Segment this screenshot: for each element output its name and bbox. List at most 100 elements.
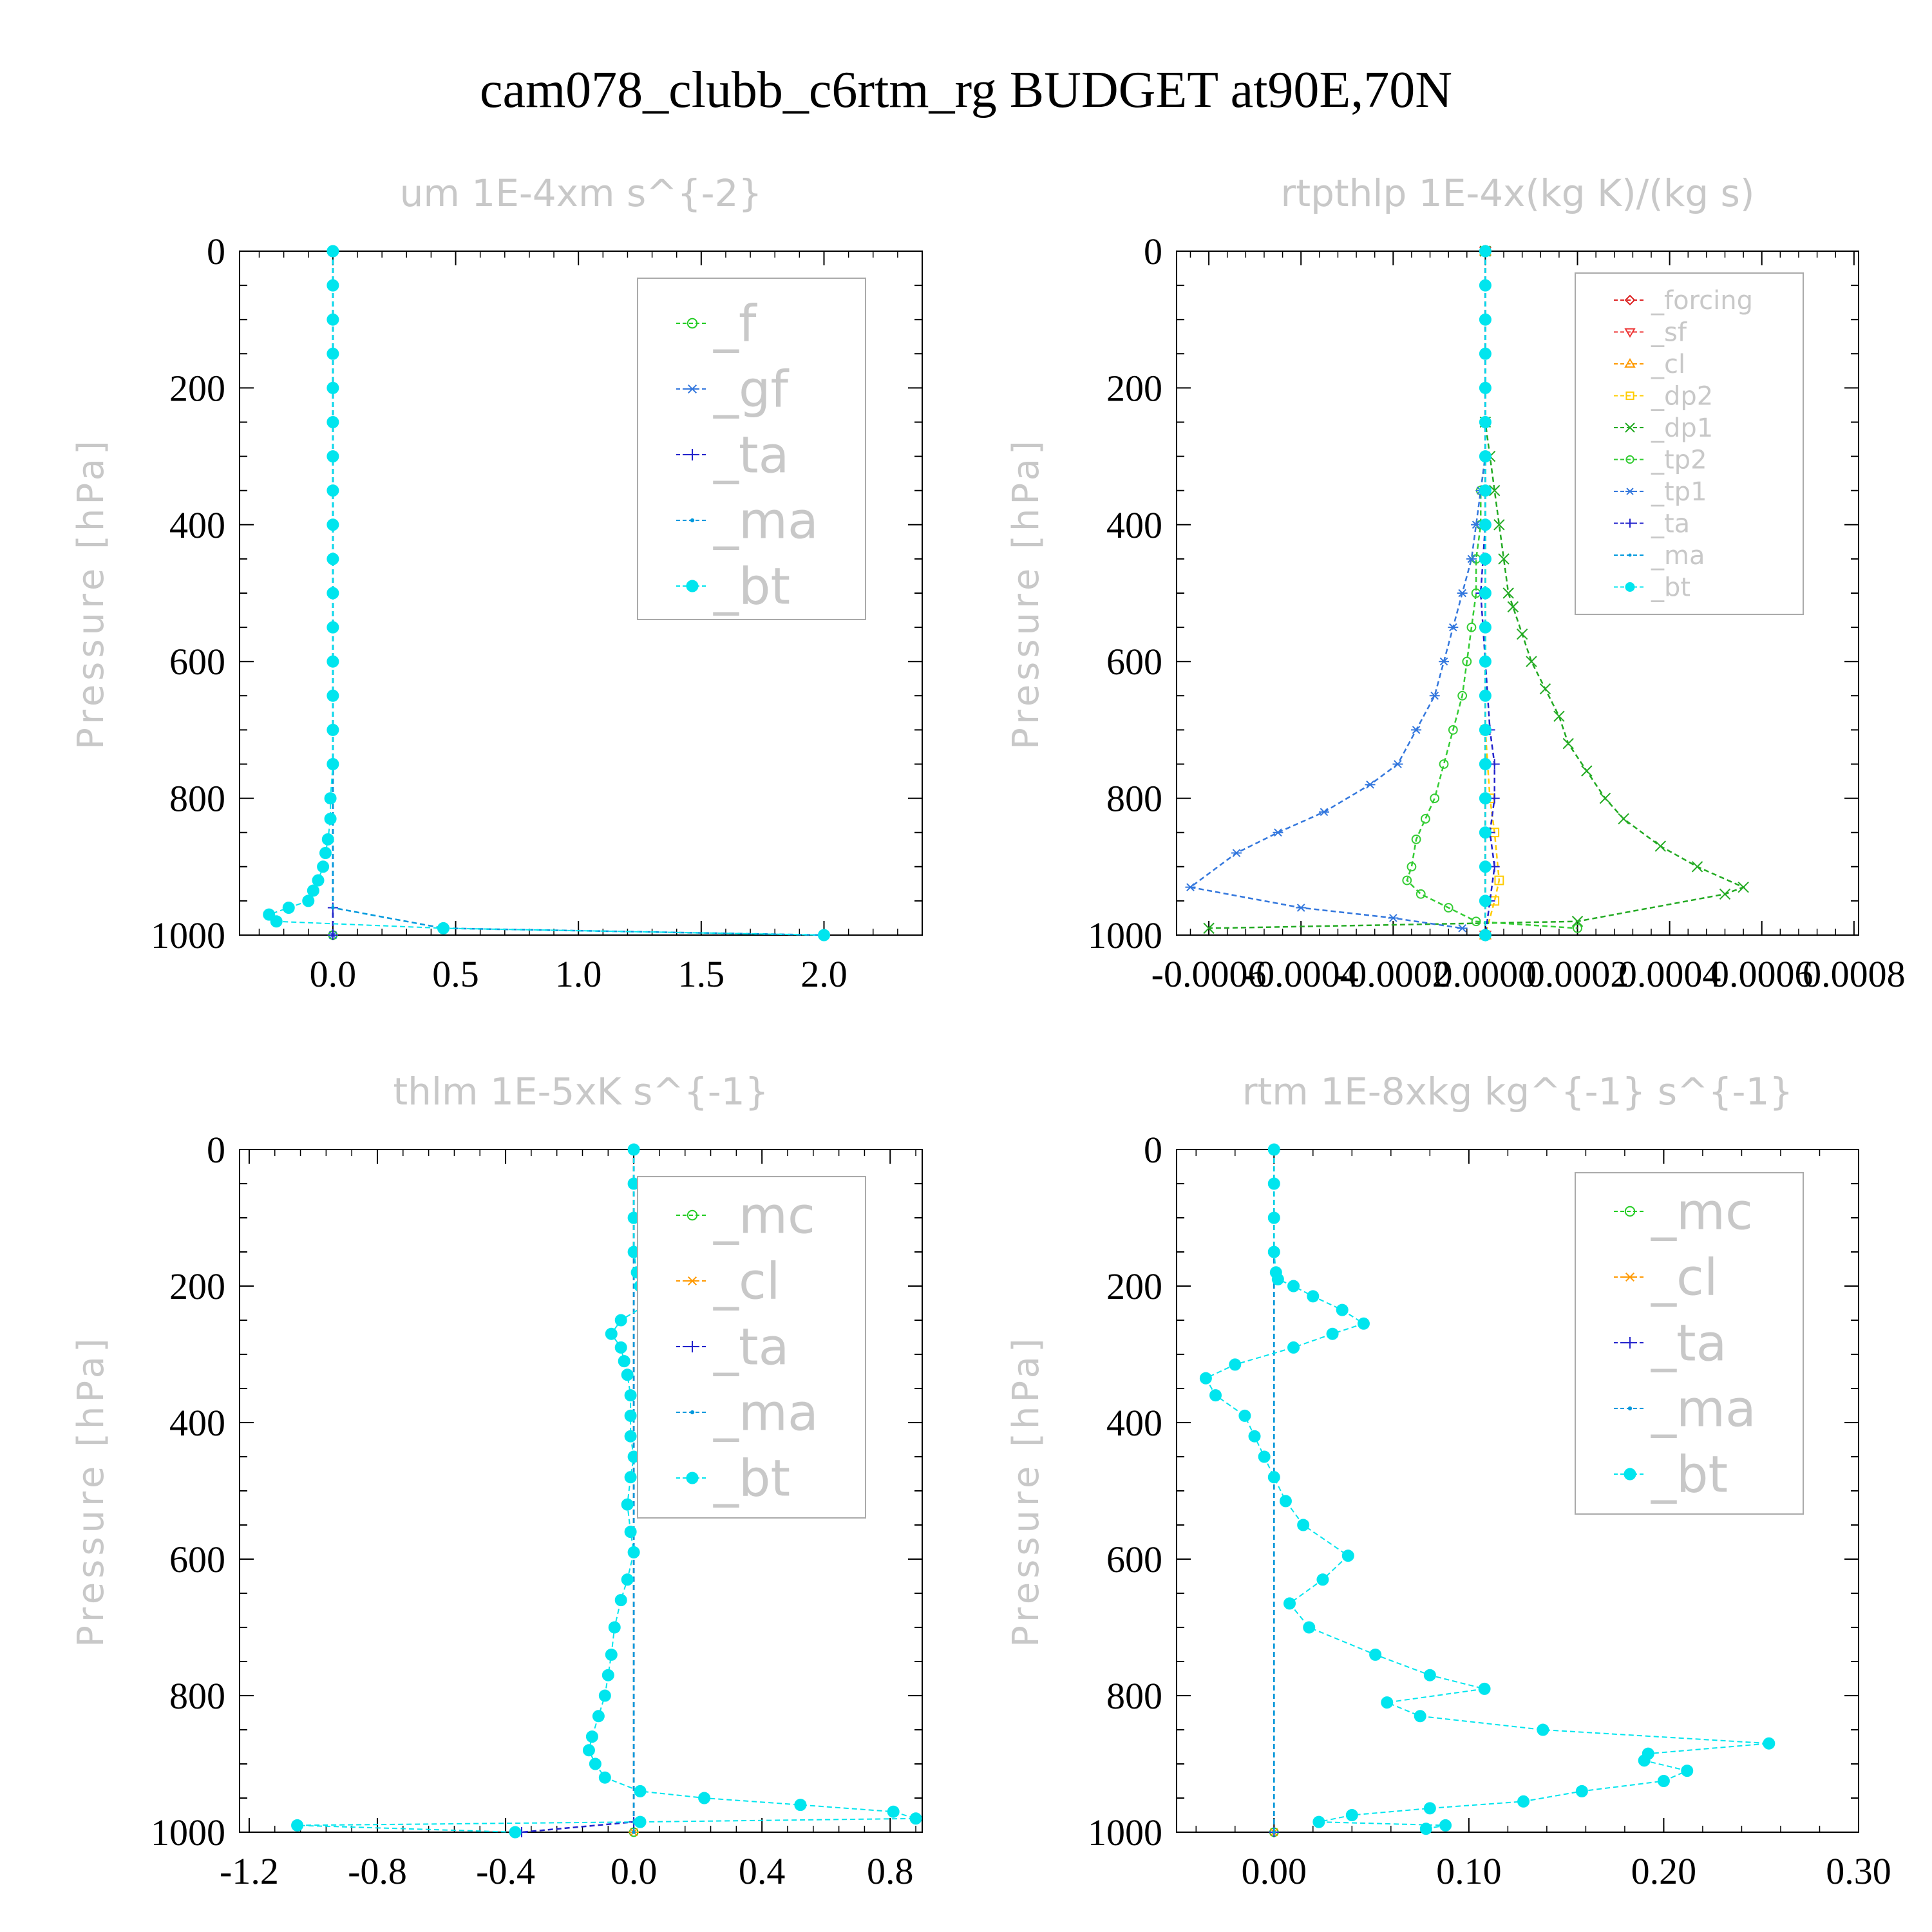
series_bt-point	[817, 929, 830, 942]
series_ta	[516, 1144, 639, 1837]
y-axis-label: Pressure [hPa]	[1005, 1334, 1047, 1647]
series_bt-point	[618, 1355, 630, 1368]
x-tick-label: 0.0	[611, 1850, 658, 1892]
series_bt-point	[698, 1792, 711, 1804]
series_bt-point	[634, 1815, 647, 1828]
legend-marker	[687, 1276, 698, 1286]
series_bt-point	[1297, 1519, 1310, 1531]
legend-marker	[1625, 455, 1634, 464]
legend-marker	[1625, 518, 1634, 528]
series_bt-point	[307, 884, 319, 897]
x-tick-label: -0.0006	[1151, 953, 1267, 995]
legend-marker	[1625, 488, 1634, 495]
y-tick-label: 1000	[151, 914, 225, 956]
x-tick-label: 1.0	[555, 953, 602, 995]
x-tick-label: 0.0	[310, 953, 357, 995]
legend-marker	[687, 449, 698, 460]
legend-label: _cl	[1651, 350, 1685, 379]
legend-marker	[687, 1341, 698, 1352]
series_bt-point	[585, 1730, 598, 1743]
legend-marker	[690, 518, 695, 523]
legend-label: _tp2	[1651, 446, 1707, 475]
series_bt-point	[1479, 826, 1492, 839]
legend-box	[1575, 272, 1804, 615]
y-axis-label: Pressure [hPa]	[70, 1334, 112, 1647]
y-tick-label: 800	[169, 778, 225, 820]
x-tick-label: 0.10	[1436, 1850, 1502, 1892]
series_bt-point	[582, 1744, 595, 1757]
series_bt-point	[327, 553, 339, 565]
y-tick-label: 400	[169, 1402, 225, 1444]
panel-title: um 1E-4xm s^{-2}	[400, 171, 762, 215]
series_dp1-line	[1209, 251, 1746, 929]
series_ta-point	[327, 930, 338, 940]
series_bt-point	[1479, 792, 1492, 805]
series_bt-point	[1479, 860, 1492, 873]
series_tp1-point	[1439, 657, 1450, 666]
series_tp1-point	[1411, 726, 1422, 734]
page-title: cam078_clubb_c6rtm_rg BUDGET at90E,70N	[479, 62, 1453, 118]
series_bt-point	[319, 847, 332, 860]
y-axis-label: Pressure [hPa]	[70, 437, 112, 750]
legend-marker	[1625, 422, 1635, 433]
series_dp1-point	[1489, 484, 1501, 497]
series_dp1-point	[1498, 553, 1510, 565]
y-tick-label: 600	[169, 641, 225, 683]
legend-marker	[1624, 1468, 1636, 1481]
series_bt-point	[327, 279, 339, 292]
legend-label: _f	[713, 295, 757, 353]
x-tick-label: 2.0	[800, 953, 848, 995]
series_bt-point	[1479, 518, 1492, 531]
x-tick-label: 1.5	[678, 953, 725, 995]
series_bt-point	[592, 1710, 605, 1723]
series_bt-point	[1369, 1648, 1382, 1661]
series_bt-point	[1199, 1372, 1212, 1385]
y-tick-label: 200	[169, 367, 225, 409]
series_bt-point	[1479, 621, 1492, 634]
series_bt-point	[1414, 1710, 1426, 1723]
x-tick-label: 0.20	[1631, 1850, 1697, 1892]
x-tick-label: 0.30	[1826, 1850, 1891, 1892]
x-tick-label: 0.5	[432, 953, 479, 995]
legend-marker	[686, 1472, 699, 1484]
x-tick-label: 0.00	[1242, 1850, 1307, 1892]
legend-label: _bt	[1651, 573, 1690, 603]
legend-label: _ta	[1651, 509, 1690, 539]
series_bt-point	[1267, 1177, 1280, 1190]
series_dp2-point	[1494, 875, 1504, 886]
legend-label: _bt	[1651, 1446, 1728, 1504]
series_bt-point	[327, 518, 339, 531]
y-tick-label: 200	[1106, 1265, 1162, 1307]
series_tp1-line	[1188, 251, 1486, 929]
y-tick-label: 0	[1144, 1129, 1162, 1171]
legend-marker	[1624, 1272, 1636, 1282]
legend-marker	[1624, 294, 1636, 306]
series_bt-point	[1479, 895, 1492, 907]
series_dp1-point	[1507, 601, 1519, 612]
legend-marker	[1624, 328, 1636, 338]
series_bt-point	[291, 1819, 304, 1832]
y-tick-label: 200	[1106, 367, 1162, 409]
series_bt-point	[1479, 381, 1492, 394]
series_bt-point	[1439, 1819, 1452, 1832]
series_dp1-point	[1553, 710, 1565, 722]
legend-label: _mc	[713, 1187, 815, 1245]
series_bt-point	[605, 1327, 618, 1340]
series_bt	[263, 245, 830, 942]
y-tick-label: 200	[169, 1265, 225, 1307]
series_bt-point	[1638, 1754, 1651, 1767]
series_bt-point	[621, 1368, 634, 1381]
series_bt-point	[327, 723, 339, 736]
legend-box	[637, 1176, 866, 1519]
series_tp1-point	[1392, 760, 1403, 768]
panel-3: thlm 1E-5xK s^{-1} Pressure [hPa] 0 200 400 6…	[70, 1070, 923, 1892]
x-tick-label: 0.0002	[1526, 953, 1629, 995]
series_tp1-point	[1457, 589, 1468, 598]
series_tp2-point	[1573, 923, 1582, 933]
legend: _forcing_sf_cl _dp2_dp1 _tp2_tp1_ta_ma_bt	[1575, 272, 1804, 615]
series_bt-point	[437, 922, 450, 934]
series_tp2-point	[1462, 656, 1472, 667]
series_dp1-point	[1502, 587, 1514, 599]
series_tp2-point	[1466, 622, 1477, 632]
x-tick-label: -0.0004	[1244, 953, 1359, 995]
